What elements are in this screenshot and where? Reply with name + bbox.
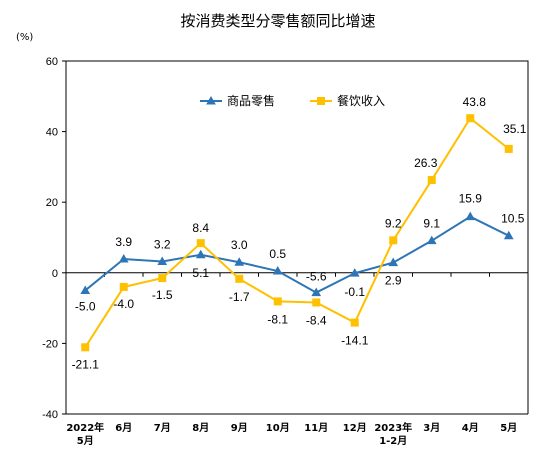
x-tick-label: 2022年 [66,421,104,434]
x-tick-label: 11月 [304,422,328,434]
data-point [312,298,321,307]
legend-item: 商品零售 [200,93,275,108]
series-layer [80,114,514,352]
series-line [84,215,510,294]
chart-title: 按消费类型分零售额同比增速 [180,12,375,30]
data-label: -8.1 [267,312,288,326]
data-label: 0.5 [269,247,286,261]
y-tick-label: 60 [46,56,58,68]
x-tick-label: 5月 [500,422,517,434]
x-tick-label: 12月 [343,422,367,434]
data-label: -0.1 [344,285,365,299]
x-tick-label: 10月 [266,422,290,434]
series-line [84,116,510,348]
y-unit-label: (%) [16,32,33,43]
y-tick-label: 0 [52,268,58,280]
data-label: 10.5 [501,212,525,226]
data-point [465,211,476,221]
data-label: 8.4 [192,221,209,235]
data-point [196,239,205,248]
data-label: 2.9 [385,274,402,288]
data-point [389,236,398,245]
data-label: -21.1 [72,357,100,371]
x-tick-label: 8月 [192,422,209,434]
legend-item: 餐饮收入 [310,93,385,108]
data-point [119,282,128,291]
x-tick-label-line2: 1-2月 [379,435,407,447]
data-label: -4.0 [113,297,134,311]
data-point [195,249,206,259]
x-tick-label: 4月 [462,422,479,434]
legend-marker [317,97,325,105]
data-point [503,230,514,240]
series-catering [81,114,513,352]
legend-label: 商品零售 [227,93,275,108]
data-point [272,266,283,275]
legend: 商品零售 餐饮收入 [200,93,385,108]
x-tick-label-line2: 5月 [77,435,94,447]
data-label: 43.8 [463,95,487,109]
x-tick-label: 2023年 [374,421,412,434]
data-point [235,274,244,283]
data-point [349,268,360,277]
data-label: 3.0 [231,238,248,252]
legend-label: 餐饮收入 [337,93,385,108]
data-point [427,175,436,184]
data-label: -5.0 [75,299,96,313]
x-tick-label: 9月 [231,422,248,434]
series-goods-retail [80,211,514,297]
data-label: 3.2 [154,238,171,252]
data-labels: -5.0 3.9 3.2 5.1 3.0 0.5 -5.6 -0.1 2.9 9.1 15.9 10.… [72,95,527,371]
data-point [388,257,399,267]
data-label: 3.9 [115,235,132,249]
data-label: 9.1 [423,217,440,231]
data-label: 9.2 [385,216,402,230]
data-point [81,343,90,352]
y-tick-label: -20 [42,338,58,350]
data-label: -14.1 [341,334,369,348]
data-point [273,297,282,306]
y-tick-label: 40 [46,127,58,139]
data-label: -1.7 [229,290,250,304]
x-tick-label: 7月 [154,422,171,434]
data-label: -1.5 [152,288,173,302]
data-label: 5.1 [192,266,209,280]
data-label: -5.6 [306,270,327,284]
data-point [466,114,475,123]
data-point [234,257,245,266]
data-point [504,144,513,153]
x-tick-label: 3月 [423,422,440,434]
legend-marker [206,95,216,105]
data-point [158,274,167,283]
data-point [118,254,129,263]
data-label: 35.1 [503,122,527,136]
x-tick-label: 6月 [115,422,132,434]
data-label: 15.9 [459,192,483,206]
data-point [350,318,359,327]
y-tick-label: -40 [42,409,58,421]
plot-frame [65,60,529,414]
data-point [157,256,168,266]
y-tick-label: 20 [46,197,58,209]
data-point [311,287,322,297]
data-label: -8.4 [306,313,327,327]
data-label: 26.3 [414,156,438,170]
data-point [80,285,91,294]
data-point [426,235,437,245]
